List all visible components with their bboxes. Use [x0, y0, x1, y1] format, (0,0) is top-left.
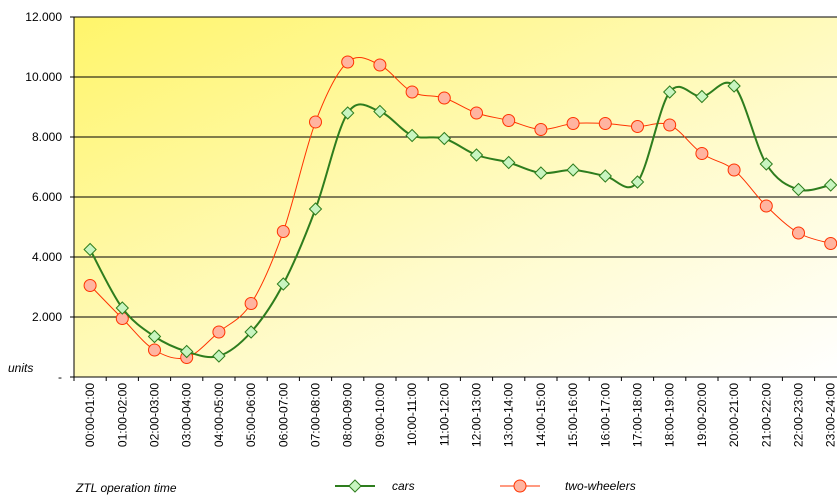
x-tick-label: 17:00-18:00	[631, 383, 645, 447]
x-tick-label: 04:00-05:00	[212, 383, 226, 447]
point	[348, 479, 362, 493]
x-tick-label: 15:00-16:00	[566, 383, 580, 447]
x-tick-label: 11:00-12:00	[437, 383, 451, 446]
point	[244, 297, 258, 310]
point	[469, 148, 484, 162]
series	[83, 55, 837, 364]
point	[83, 279, 97, 292]
x-tick-label: 07:00-08:00	[309, 383, 323, 447]
point	[115, 301, 130, 315]
point	[727, 163, 741, 177]
point	[598, 169, 613, 183]
point	[148, 343, 161, 357]
y-tick-label: 10.000	[25, 70, 62, 84]
point	[179, 344, 194, 359]
x-tick-label: 05:00-06:00	[244, 383, 258, 447]
y-axis-label: units	[8, 361, 33, 375]
x-tick-label: 06:00-07:00	[276, 383, 290, 447]
point	[662, 85, 677, 99]
x-tick-label: 01:00-02:00	[115, 383, 129, 447]
point	[212, 325, 226, 339]
point	[276, 277, 291, 291]
point	[437, 131, 452, 146]
x-tick-label: 23:00-24:00	[824, 383, 837, 447]
point	[373, 58, 387, 72]
point	[470, 106, 483, 120]
y-tick-label: 8.000	[32, 130, 62, 144]
point	[695, 147, 709, 160]
point	[244, 325, 258, 339]
y-tick-label: -	[58, 370, 62, 384]
y-tick-label: 6.000	[32, 190, 62, 204]
x-tick-label: 08:00-09:00	[341, 383, 355, 447]
point	[759, 157, 774, 171]
x-tick-label: 03:00-04:00	[180, 383, 194, 447]
x-tick-label: 14:00-15:00	[534, 383, 548, 447]
point	[534, 166, 548, 180]
point	[759, 199, 773, 213]
x-tick-label: 20:00-21:00	[727, 383, 741, 447]
point	[147, 329, 162, 344]
y-tick-label: 12.000	[25, 10, 62, 24]
x-tick-label: 22:00-23:00	[792, 383, 806, 447]
point	[502, 114, 516, 127]
point	[309, 115, 322, 129]
point	[212, 349, 226, 363]
point	[663, 118, 677, 132]
point	[823, 178, 837, 192]
point	[630, 175, 645, 189]
point	[308, 202, 323, 216]
point	[566, 163, 580, 177]
point	[340, 106, 355, 120]
point	[405, 85, 419, 99]
x-tick-label: 18:00-19:00	[663, 383, 677, 447]
point	[373, 104, 387, 119]
legend-label: two-wheelers	[565, 479, 636, 493]
point	[501, 155, 516, 170]
point	[695, 89, 709, 104]
point	[631, 120, 644, 133]
point	[405, 128, 419, 143]
point	[341, 55, 355, 69]
point	[276, 225, 290, 238]
point	[534, 123, 548, 136]
x-tick-label: 16:00-17:00	[598, 383, 612, 447]
x-tick-label: 00:00-01:00	[83, 383, 97, 447]
point	[437, 91, 451, 105]
legend-label: cars	[392, 479, 415, 493]
point	[791, 182, 806, 197]
point	[792, 226, 805, 240]
x-tick-label: 02:00-03:00	[148, 383, 162, 447]
point	[513, 479, 527, 493]
x-tick-label: 13:00-14:00	[502, 383, 516, 447]
x-tick-label: 09:00-10:00	[373, 383, 387, 447]
point	[83, 242, 97, 257]
x-tick-label: 12:00-13:00	[470, 383, 484, 447]
x-tick-label: 21:00-22:00	[759, 383, 773, 447]
y-tick-label: 4.000	[32, 250, 62, 264]
point	[598, 117, 612, 130]
point	[824, 237, 837, 250]
point	[727, 79, 741, 93]
series	[83, 79, 837, 363]
y-tick-label: 2.000	[32, 310, 62, 324]
point	[566, 117, 580, 130]
x-axis-label: ZTL operation time	[75, 481, 177, 495]
x-tick-label: 10:00-11:00	[405, 383, 419, 446]
x-tick-label: 19:00-20:00	[695, 383, 709, 447]
